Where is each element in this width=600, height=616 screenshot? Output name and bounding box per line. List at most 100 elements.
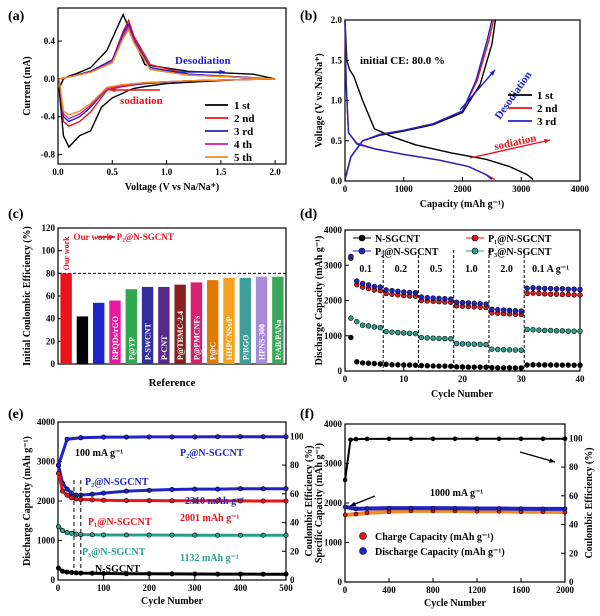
data-point: [406, 289, 413, 296]
data-point: [465, 364, 472, 370]
data-point: [424, 363, 430, 369]
data-point: [354, 359, 360, 365]
data-point: [483, 364, 489, 370]
data-point: [436, 295, 442, 302]
data-point: [283, 532, 289, 538]
x-tick-label: 1.5: [215, 167, 227, 177]
data-point: [565, 328, 571, 334]
arrow-head: [489, 70, 495, 76]
y-tick-label: 100: [42, 246, 56, 256]
y-tick-label: 60: [46, 291, 56, 301]
data-point: [506, 307, 513, 314]
legend-label: P₃@N-SGCNT: [488, 247, 552, 258]
data-point: [389, 287, 395, 294]
data-point: [401, 289, 407, 295]
data-point: [506, 347, 513, 353]
our-work-sample: P₂@N-SGCNT: [117, 232, 174, 242]
data-point: [518, 365, 524, 371]
data-point: [123, 571, 129, 577]
value-label: 2310 mAh g⁻¹: [185, 496, 244, 507]
legend-label: 2 nd: [234, 113, 255, 125]
data-point: [101, 490, 107, 496]
x-tick-label: 0: [343, 184, 348, 194]
data-point: [430, 363, 436, 369]
arrow-line: [519, 451, 556, 463]
y-tick-label: 80: [569, 462, 579, 472]
data-point: [559, 362, 566, 368]
data-point: [55, 462, 61, 468]
x-tick-label: 40: [576, 374, 586, 384]
x-tick-label: 20: [458, 374, 468, 384]
y-tick-label: 80: [46, 268, 56, 278]
rate-label: 0.2: [395, 264, 408, 275]
data-point: [146, 498, 152, 504]
x-axis-label: Cycle Number: [431, 389, 493, 400]
data-point: [348, 437, 353, 443]
series-label: P₂@N-SGCNT: [85, 477, 149, 488]
y-axis-label: Current (mA): [22, 56, 33, 116]
data-point: [512, 347, 519, 353]
data-point: [146, 571, 152, 577]
data-point: [192, 486, 198, 492]
bar: [125, 289, 137, 364]
data-point: [518, 506, 524, 512]
legend-label: 2 nd: [537, 103, 558, 115]
data-point: [377, 284, 383, 290]
x-tick-label: 100: [97, 583, 111, 593]
data-point: [73, 531, 79, 537]
bar-label: P/RGO: [241, 335, 250, 360]
data-point: [452, 436, 458, 442]
data-point: [237, 571, 243, 577]
bar-label: P-SWCNT: [144, 322, 153, 360]
bar: [174, 284, 186, 364]
data-point: [101, 532, 107, 538]
data-point: [169, 498, 175, 504]
panel-c-label: (c): [8, 207, 24, 222]
data-point: [471, 341, 477, 347]
bar-label: P@PMCNFs: [192, 316, 201, 360]
data-point: [577, 286, 583, 293]
y-tick-label: 60: [290, 489, 300, 499]
rate-label: 0.5: [430, 264, 443, 275]
series-label: P₁@N-SGCNT: [88, 517, 152, 528]
data-point: [565, 291, 571, 298]
data-point: [547, 327, 554, 334]
x-tick-label: 3000: [512, 184, 531, 194]
y-tick-label: 20: [290, 546, 300, 556]
data-point: [260, 571, 266, 577]
data-point: [547, 291, 554, 297]
data-point: [353, 506, 359, 512]
data-point: [430, 505, 436, 511]
data-point: [353, 436, 359, 442]
data-point: [283, 498, 289, 504]
data-point: [354, 318, 360, 325]
data-point: [542, 327, 548, 334]
arrow-line: [459, 69, 496, 111]
y-axis-label: Specific Capacity (mAh g⁻¹): [314, 443, 325, 563]
data-point: [365, 360, 372, 366]
data-point: [518, 436, 524, 442]
rate-label: 2.0: [500, 264, 513, 275]
data-point: [553, 362, 560, 368]
y-tick-label: 1000: [37, 536, 56, 546]
data-point: [536, 285, 542, 291]
y-tick-label: 120: [42, 223, 56, 233]
arrow-head: [544, 138, 550, 144]
data-point: [542, 291, 548, 297]
x-tick-label: 2000: [556, 585, 575, 595]
data-point: [146, 487, 152, 493]
voltage-curve: [344, 19, 493, 180]
x-tick-label: 200: [142, 583, 156, 593]
data-point: [64, 492, 70, 498]
data-point: [283, 486, 289, 492]
data-point: [371, 360, 378, 367]
data-point: [495, 365, 501, 371]
y-tick-label: 0.5: [331, 136, 343, 146]
data-point: [364, 510, 370, 516]
data-point: [69, 490, 75, 496]
data-point: [365, 323, 372, 329]
bar: [272, 276, 284, 364]
data-point: [364, 506, 370, 511]
data-point: [146, 434, 152, 440]
data-point: [123, 488, 129, 494]
